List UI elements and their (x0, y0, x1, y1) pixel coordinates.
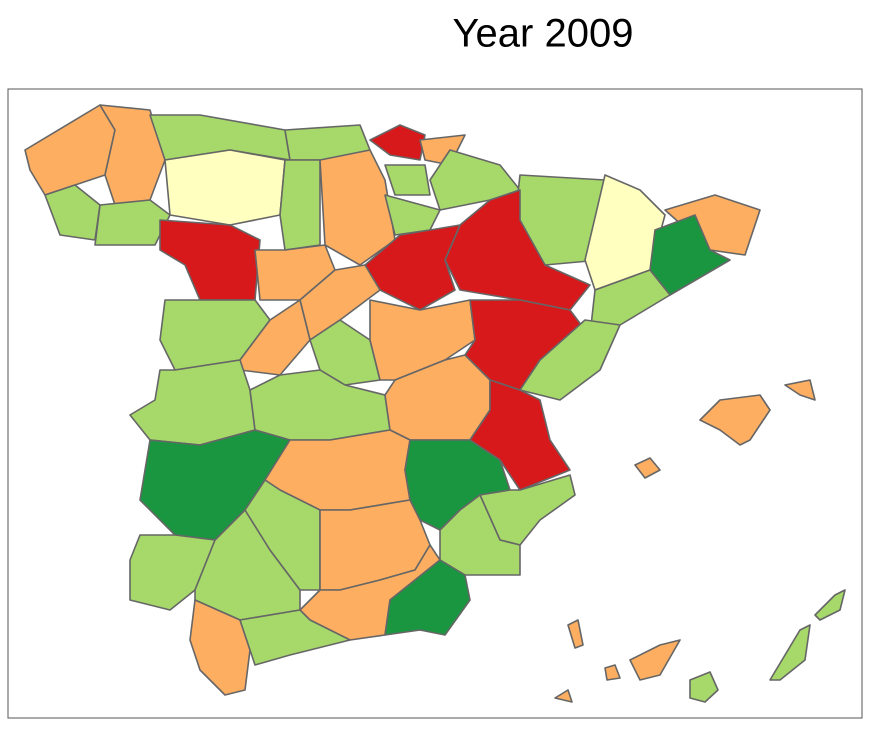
province (784, 379, 816, 401)
province (519, 319, 621, 401)
province (319, 149, 396, 266)
province (24, 104, 116, 196)
province (369, 124, 426, 161)
province (384, 164, 431, 196)
provinces (24, 104, 846, 703)
province (699, 394, 771, 446)
province (239, 609, 351, 666)
province (769, 624, 811, 681)
province (159, 219, 261, 301)
province (469, 379, 571, 491)
province (554, 689, 573, 703)
province (814, 589, 846, 621)
province (604, 664, 621, 681)
province (689, 671, 719, 703)
province (279, 159, 321, 251)
province (94, 199, 171, 246)
province (364, 224, 461, 311)
province (44, 184, 101, 241)
province (129, 359, 256, 446)
province (567, 619, 584, 649)
map-frame (7, 88, 863, 719)
province (629, 639, 681, 681)
province (164, 149, 286, 226)
map-title: Year 2009 (453, 12, 634, 56)
province (384, 559, 471, 636)
province (634, 457, 661, 479)
province (129, 534, 216, 611)
